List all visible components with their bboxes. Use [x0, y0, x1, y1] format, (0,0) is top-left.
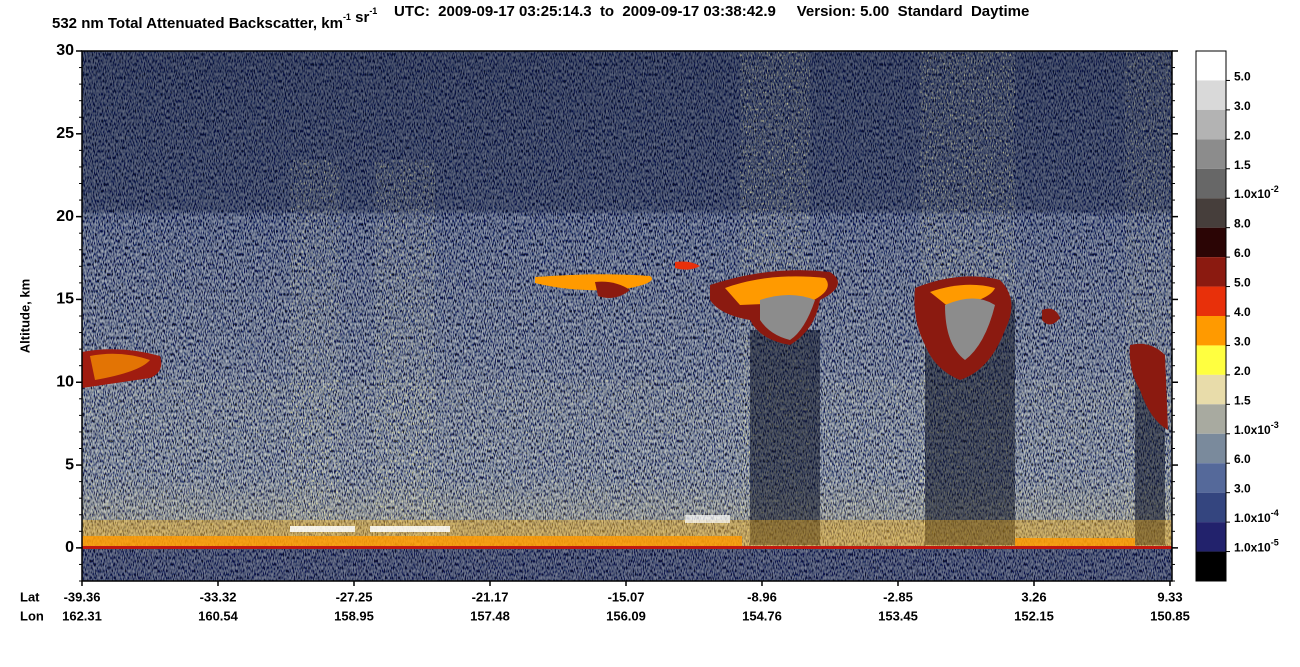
colorbar-label: 3.0 — [1234, 99, 1251, 113]
title-sup: -1 — [369, 6, 377, 16]
colorbar-swatch — [1196, 51, 1226, 81]
x-tick-label: 156.09 — [606, 608, 646, 623]
colorbar-label-text: 1.0x10 — [1234, 423, 1271, 437]
clouds — [82, 261, 1168, 430]
colorbar-swatch — [1196, 316, 1226, 346]
colorbar-label-sup: -2 — [1271, 185, 1279, 195]
chart-title: 532 nm Total Attenuated Backscatter, km-… — [52, 3, 1029, 32]
title-sup: -1 — [343, 12, 351, 22]
colorbar-label: 3.0 — [1234, 335, 1251, 349]
colorbar-label-sup: -4 — [1271, 508, 1279, 518]
title-part: UTC: 2009-09-17 03:25:14.3 to 2009-09-17… — [377, 3, 1029, 20]
colorbar-label-text: 1.5 — [1234, 394, 1251, 408]
colorbar-swatch — [1196, 80, 1226, 110]
colorbar-label-text: 2.0 — [1234, 129, 1251, 143]
colorbar-label-text: 1.0x10 — [1234, 511, 1271, 525]
colorbar-label: 5.0 — [1234, 70, 1251, 84]
x-tick-label: -15.07 — [608, 589, 645, 604]
x-tick-label: -39.36 — [64, 589, 101, 604]
colorbar-swatch — [1196, 522, 1226, 552]
x-tick-label: 153.45 — [878, 608, 918, 623]
colorbar-label-text: 2.0 — [1234, 364, 1251, 378]
x-tick-label: -8.96 — [747, 589, 777, 604]
y-tick-label: 5 — [65, 456, 74, 473]
x-tick-label: 157.48 — [470, 608, 510, 623]
colorbar-label-text: 5.0 — [1234, 276, 1251, 290]
x-tick-label: 158.95 — [334, 608, 374, 623]
colorbar-label-sup: -5 — [1271, 538, 1279, 548]
colorbar-label: 2.0 — [1234, 129, 1251, 143]
colorbar-label: 8.0 — [1234, 217, 1251, 231]
x-tick-label: 152.15 — [1014, 608, 1054, 623]
colorbar-label-text: 6.0 — [1234, 246, 1251, 260]
colorbar-swatch — [1196, 345, 1226, 375]
colorbar-swatch — [1196, 374, 1226, 405]
title-part: 532 nm Total Attenuated Backscatter, km — [52, 15, 343, 32]
x-tick-label: 154.76 — [742, 608, 782, 623]
colorbar-swatch — [1196, 198, 1226, 228]
colorbar-label-text: 3.0 — [1234, 99, 1251, 113]
y-tick-label: 20 — [56, 208, 74, 225]
colorbar-label: 1.5 — [1234, 394, 1251, 408]
colorbar-swatch — [1196, 168, 1226, 199]
x-tick-label: -27.25 — [336, 589, 373, 604]
x-tick-label: 160.54 — [198, 608, 239, 623]
colorbar-swatch — [1196, 492, 1226, 523]
x-row-name: Lon — [20, 608, 44, 623]
title-part: sr — [351, 9, 370, 26]
colorbar-swatch — [1196, 286, 1226, 316]
y-tick-label: 0 — [65, 539, 74, 556]
backscatter-image — [82, 51, 1172, 581]
colorbar-label: 4.0 — [1234, 305, 1251, 319]
colorbar-label-sup: -3 — [1271, 420, 1279, 430]
colorbar-swatch — [1196, 257, 1226, 287]
y-tick-label: 30 — [56, 42, 74, 59]
colorbar-label-text: 8.0 — [1234, 217, 1251, 231]
y-tick-label: 15 — [56, 291, 74, 308]
x-row-name: Lat — [20, 589, 40, 604]
x-tick-label: -33.32 — [200, 589, 237, 604]
colorbar-swatch — [1196, 463, 1226, 493]
colorbar-swatch — [1196, 551, 1226, 581]
colorbar-label-text: 5.0 — [1234, 70, 1251, 84]
colorbar-swatch — [1196, 433, 1226, 464]
colorbar-label: 1.5 — [1234, 158, 1251, 172]
colorbar-label-text: 1.0x10 — [1234, 541, 1271, 555]
colorbar-label: 1.0x10-4 — [1234, 508, 1279, 525]
colorbar-label-text: 1.5 — [1234, 158, 1251, 172]
surface — [82, 515, 1172, 581]
y-tick-label: 10 — [56, 373, 74, 390]
colorbar-swatch — [1196, 139, 1226, 169]
x-tick-label: -2.85 — [883, 589, 913, 604]
x-tick-label: 9.33 — [1157, 589, 1182, 604]
colorbar-label-text: 3.0 — [1234, 335, 1251, 349]
x-tick-label: 3.26 — [1021, 589, 1046, 604]
colorbar-label: 6.0 — [1234, 246, 1251, 260]
x-tick-label: 150.85 — [1150, 608, 1190, 623]
colorbar-label-text: 3.0 — [1234, 482, 1251, 496]
colorbar-label-text: 6.0 — [1234, 452, 1251, 466]
x-tick-label: 162.31 — [62, 608, 102, 623]
colorbar-label-text: 1.0x10 — [1234, 187, 1271, 201]
colorbar-label: 6.0 — [1234, 452, 1251, 466]
colorbar-label: 1.0x10-3 — [1234, 420, 1279, 437]
y-tick-label: 25 — [56, 125, 74, 142]
colorbar-swatch — [1196, 227, 1226, 258]
colorbar-swatch — [1196, 404, 1226, 434]
colorbar-label: 1.0x10-5 — [1234, 538, 1279, 555]
colorbar-label: 3.0 — [1234, 482, 1251, 496]
colorbar-swatch — [1196, 109, 1226, 140]
colorbar-label: 2.0 — [1234, 364, 1251, 378]
colorbar-label: 1.0x10-2 — [1234, 185, 1279, 202]
x-tick-label: -21.17 — [472, 589, 509, 604]
y-axis-label: Altitude, km — [17, 279, 32, 353]
colorbar-label: 5.0 — [1234, 276, 1251, 290]
colorbar-label-text: 4.0 — [1234, 305, 1251, 319]
